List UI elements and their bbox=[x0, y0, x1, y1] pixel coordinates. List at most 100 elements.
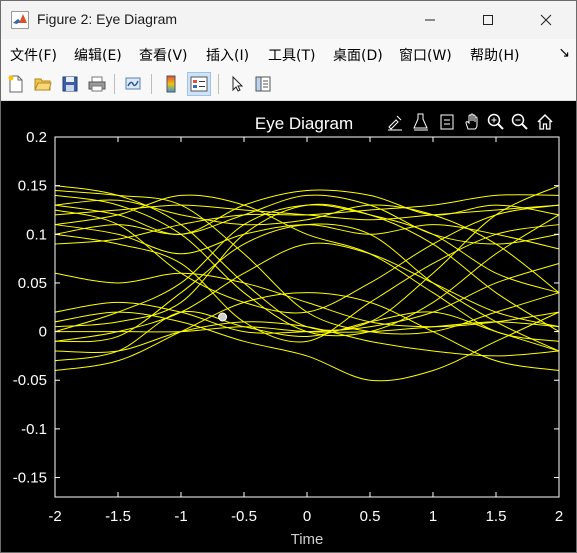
print-button[interactable] bbox=[85, 72, 109, 96]
title-bar[interactable]: Figure 2: Eye Diagram bbox=[1, 1, 576, 39]
link-plot-button[interactable] bbox=[121, 72, 145, 96]
eye-trace-15 bbox=[54, 292, 560, 372]
open-file-icon bbox=[34, 78, 52, 91]
minimize-icon bbox=[425, 19, 435, 21]
menu-insert[interactable]: 插入(I) bbox=[206, 48, 250, 64]
toolbar-separator bbox=[151, 74, 152, 94]
maximize-icon bbox=[483, 15, 493, 25]
export-button[interactable] bbox=[436, 111, 458, 133]
menu-overflow-icon[interactable]: ↘ bbox=[558, 45, 570, 61]
eye-trace-20 bbox=[54, 194, 560, 342]
toolbar-separator bbox=[218, 74, 219, 94]
data-tips-button[interactable] bbox=[410, 111, 432, 133]
brush-button[interactable] bbox=[384, 111, 406, 133]
y-tick-label: 0.1 bbox=[26, 226, 47, 243]
y-tick-label: 0.2 bbox=[26, 129, 47, 146]
toolbar-separator bbox=[114, 74, 115, 94]
eye-trace-16 bbox=[54, 311, 560, 382]
figure-toolbar bbox=[1, 68, 576, 101]
eye-trace-5 bbox=[54, 194, 560, 245]
close-button[interactable] bbox=[517, 1, 575, 39]
property-inspector-button[interactable] bbox=[251, 72, 275, 96]
matlab-logo-icon bbox=[11, 11, 29, 29]
eye-trace-0 bbox=[54, 185, 560, 331]
export-icon bbox=[440, 114, 454, 130]
x-tick-label: -0.5 bbox=[231, 508, 257, 525]
x-tick-label: -1.5 bbox=[105, 508, 131, 525]
eye-trace-17 bbox=[54, 310, 560, 362]
print-icon bbox=[88, 76, 106, 92]
figure-canvas[interactable]: -2 -1.5 -1 -0.5 0 0.5 1 1.5 2 0.2 0.15 0.1 0.05 0 -0.… bbox=[1, 101, 576, 552]
menu-bar: 文件(F) 编辑(E) 查看(V) 插入(I) 工具(T) 桌面(D) 窗口(W… bbox=[1, 39, 576, 68]
legend-icon bbox=[190, 76, 208, 92]
x-tick-label: 1 bbox=[429, 508, 437, 525]
new-figure-icon bbox=[8, 75, 23, 93]
window-title: Figure 2: Eye Diagram bbox=[37, 11, 178, 27]
open-file-button[interactable] bbox=[31, 72, 55, 96]
menu-window[interactable]: 窗口(W) bbox=[399, 48, 452, 64]
data-tips-icon bbox=[413, 113, 428, 131]
maximize-button[interactable] bbox=[459, 1, 517, 39]
x-tick-label: -2 bbox=[48, 508, 61, 525]
colorbar-icon bbox=[166, 75, 176, 93]
home-icon bbox=[537, 113, 553, 130]
save-icon bbox=[62, 76, 78, 92]
eye-trace-18 bbox=[54, 263, 560, 334]
legend-button[interactable] bbox=[187, 72, 211, 96]
eye-trace-14 bbox=[54, 321, 560, 357]
x-tick-label: 0 bbox=[303, 508, 311, 525]
eye-traces bbox=[54, 185, 560, 382]
property-inspector-icon bbox=[255, 76, 271, 92]
y-tick-label: -0.1 bbox=[21, 421, 47, 438]
eye-trace-4 bbox=[54, 194, 560, 245]
chart-title: Eye Diagram bbox=[255, 114, 353, 133]
x-tick-label: 2 bbox=[555, 508, 563, 525]
x-tick-label: -1 bbox=[174, 508, 187, 525]
zoom-out-icon bbox=[511, 113, 528, 130]
zoom-in-icon bbox=[487, 113, 504, 130]
menu-tools[interactable]: 工具(T) bbox=[268, 48, 316, 64]
x-ticks: -2 -1.5 -1 -0.5 0 0.5 1 1.5 2 bbox=[48, 137, 563, 525]
eye-trace-8 bbox=[54, 204, 560, 314]
save-button[interactable] bbox=[58, 72, 82, 96]
zoom-out-button[interactable] bbox=[509, 111, 531, 133]
x-axis-label: Time bbox=[291, 531, 324, 548]
menu-file[interactable]: 文件(F) bbox=[10, 48, 57, 64]
eye-trace-7 bbox=[54, 189, 560, 235]
eye-trace-2 bbox=[54, 199, 560, 294]
eye-trace-22 bbox=[54, 242, 560, 342]
close-icon bbox=[540, 14, 552, 26]
eye-trace-11 bbox=[54, 204, 560, 333]
y-ticks: 0.2 0.15 0.1 0.05 0 -0.05 -0.1 -0.15 bbox=[13, 129, 559, 487]
y-tick-label: -0.15 bbox=[13, 470, 47, 487]
x-tick-label: 0.5 bbox=[360, 508, 381, 525]
menu-desktop[interactable]: 桌面(D) bbox=[333, 48, 383, 64]
eye-trace-21 bbox=[54, 272, 560, 328]
eye-trace-19 bbox=[54, 190, 560, 335]
y-tick-label: -0.05 bbox=[13, 372, 47, 389]
y-tick-label: 0.05 bbox=[18, 275, 47, 292]
menu-view[interactable]: 查看(V) bbox=[139, 48, 188, 64]
pointer-icon bbox=[232, 75, 244, 92]
zoom-in-button[interactable] bbox=[485, 111, 507, 133]
pan-button[interactable] bbox=[461, 111, 483, 133]
home-button[interactable] bbox=[534, 111, 556, 133]
minimize-button[interactable] bbox=[401, 1, 459, 39]
eye-diagram-plot[interactable]: -2 -1.5 -1 -0.5 0 0.5 1 1.5 2 0.2 0.15 0.1 0.05 0 -0.… bbox=[1, 101, 576, 552]
pointer-button[interactable] bbox=[225, 72, 249, 96]
colorbar-button[interactable] bbox=[159, 72, 183, 96]
y-tick-label: 0 bbox=[39, 324, 47, 341]
new-figure-button[interactable] bbox=[4, 72, 28, 96]
link-plot-icon bbox=[125, 77, 141, 90]
pan-icon bbox=[465, 113, 478, 130]
y-tick-label: 0.15 bbox=[18, 178, 47, 195]
eye-trace-9 bbox=[54, 224, 560, 343]
menu-edit[interactable]: 编辑(E) bbox=[74, 48, 122, 64]
x-tick-label: 1.5 bbox=[486, 508, 507, 525]
menu-help[interactable]: 帮助(H) bbox=[470, 48, 520, 64]
brush-icon bbox=[388, 115, 402, 131]
eye-trace-3 bbox=[54, 204, 560, 221]
data-cursor-marker[interactable] bbox=[218, 312, 228, 322]
eye-trace-12 bbox=[54, 223, 560, 352]
